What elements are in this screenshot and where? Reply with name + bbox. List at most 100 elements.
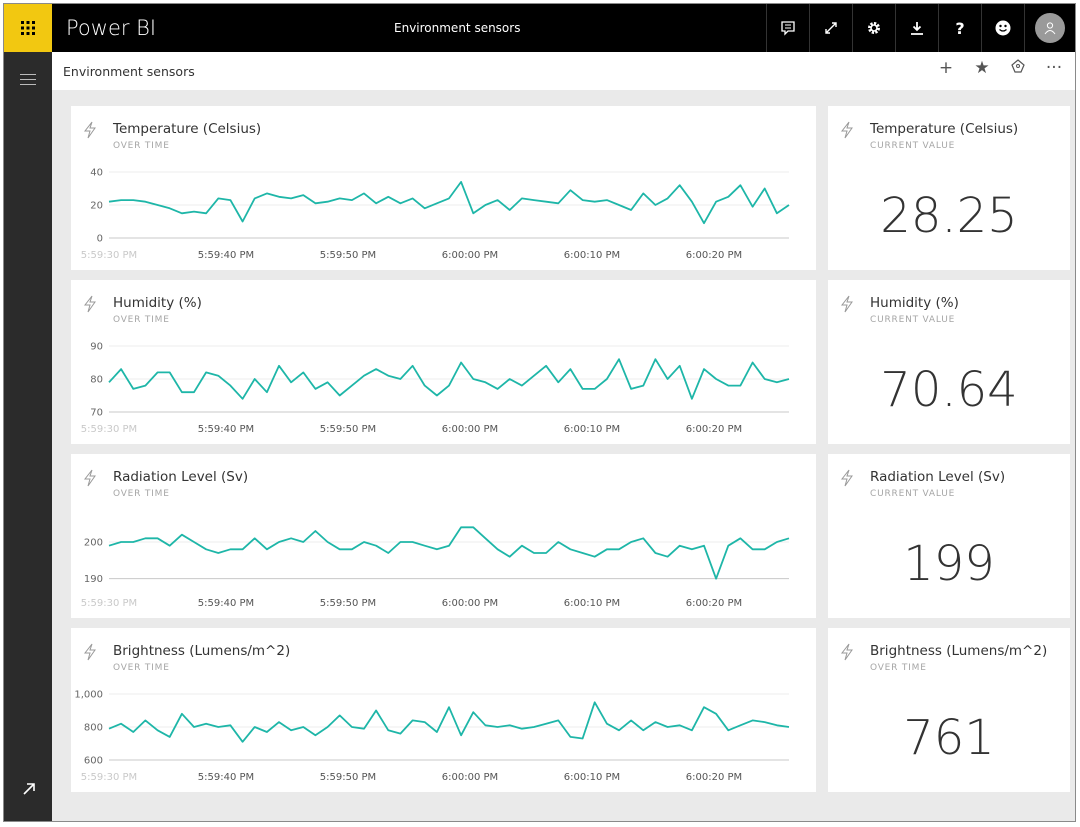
streaming-bolt-icon — [840, 643, 856, 661]
x-tick-label: 5:59:50 PM — [320, 772, 376, 783]
top-toolbar: ? — [766, 4, 1075, 52]
tile-subtitle: OVER TIME — [113, 141, 170, 151]
x-tick-label: 5:59:30 PM — [81, 250, 137, 261]
x-tick-label: 6:00:10 PM — [564, 772, 620, 783]
x-tick-label: 6:00:10 PM — [564, 250, 620, 261]
expand-arrow-icon[interactable] — [22, 782, 36, 801]
help-icon: ? — [955, 18, 965, 38]
kpi-tile[interactable]: Temperature (Celsius) CURRENT VALUE 28.25 — [828, 106, 1070, 270]
x-tick-label: 6:00:20 PM — [686, 424, 742, 435]
kpi-value: 761 — [903, 710, 995, 766]
add-tile-icon[interactable]: + — [938, 58, 954, 78]
dashboard-header: Environment sensors + ★ ··· — [52, 52, 1075, 90]
streaming-bolt-icon — [83, 121, 99, 139]
series-line — [108, 701, 790, 743]
streaming-bolt-icon — [840, 469, 856, 487]
x-tick-label: 6:00:00 PM — [442, 250, 498, 261]
share-icon[interactable] — [1007, 58, 1029, 79]
series-line — [108, 358, 790, 400]
gear-icon — [868, 22, 880, 34]
streaming-bolt-icon — [83, 643, 99, 661]
left-nav-rail — [4, 52, 52, 821]
y-tick-label: 0 — [97, 234, 103, 245]
x-tick-label: 6:00:00 PM — [442, 772, 498, 783]
x-tick-label: 6:00:10 PM — [564, 598, 620, 609]
favorite-star-icon[interactable]: ★ — [974, 58, 990, 78]
kpi-title: Brightness (Lumens/m^2) — [870, 643, 1048, 659]
tile-title: Brightness (Lumens/m^2) — [113, 643, 291, 659]
x-tick-label: 5:59:30 PM — [81, 598, 137, 609]
kpi-subtitle: OVER TIME — [870, 663, 927, 673]
kpi-tile[interactable]: Brightness (Lumens/m^2) OVER TIME 761 — [828, 628, 1070, 792]
y-tick-label: 200 — [84, 538, 103, 549]
y-tick-label: 80 — [90, 375, 103, 386]
comment-button[interactable] — [766, 4, 809, 52]
chart-tile[interactable]: Temperature (Celsius) OVER TIME 0 20 40 5:59:… — [71, 106, 816, 270]
x-tick-label: 5:59:40 PM — [198, 250, 254, 261]
tile-title: Radiation Level (Sv) — [113, 469, 249, 485]
line-chart: 600 800 1,000 5:59:30 PM 5:59:40 PM 5:59:50 P… — [74, 690, 790, 783]
fullscreen-button[interactable] — [809, 4, 852, 52]
line-chart: 190 200 5:59:30 PM 5:59:40 PM 5:59:50 PM 6:00… — [81, 526, 790, 609]
streaming-bolt-icon — [840, 121, 856, 139]
kpi-tile[interactable]: Humidity (%) CURRENT VALUE 70.64 — [828, 280, 1070, 444]
y-tick-label: 800 — [84, 723, 103, 734]
comment-icon — [781, 21, 795, 36]
tile-subtitle: OVER TIME — [113, 663, 170, 673]
kpi-subtitle: CURRENT VALUE — [870, 141, 956, 151]
hamburger-menu-icon[interactable] — [20, 74, 36, 85]
more-options-icon[interactable]: ··· — [1045, 58, 1063, 78]
page-title: Environment sensors — [394, 21, 521, 35]
kpi-value: 70.64 — [880, 362, 1018, 418]
kpi-value: 28.25 — [880, 188, 1018, 244]
x-tick-label: 6:00:00 PM — [442, 598, 498, 609]
y-tick-label: 600 — [84, 756, 103, 767]
line-chart: 0 20 40 5:59:30 PM 5:59:40 PM 5:59:50 PM 6:00:… — [81, 168, 790, 261]
x-tick-label: 6:00:20 PM — [686, 250, 742, 261]
streaming-bolt-icon — [83, 469, 99, 487]
x-tick-label: 5:59:40 PM — [198, 772, 254, 783]
download-icon — [911, 22, 923, 35]
line-chart: 70 80 90 5:59:30 PM 5:59:40 PM 5:59:50 PM 6:00… — [81, 342, 790, 435]
waffle-icon — [21, 21, 35, 35]
kpi-subtitle: CURRENT VALUE — [870, 315, 956, 325]
account-button[interactable] — [1024, 4, 1075, 52]
top-bar: Power BI Environment sensors ? — [4, 4, 1075, 52]
tile-title: Temperature (Celsius) — [113, 121, 262, 137]
kpi-subtitle: CURRENT VALUE — [870, 489, 956, 499]
streaming-bolt-icon — [840, 295, 856, 313]
y-tick-label: 1,000 — [74, 690, 103, 701]
x-tick-label: 5:59:40 PM — [198, 424, 254, 435]
chart-tile[interactable]: Radiation Level (Sv) OVER TIME 190 200 5:59:… — [71, 454, 816, 618]
chart-tile[interactable]: Brightness (Lumens/m^2) OVER TIME 600 800 1,… — [71, 628, 816, 792]
smiley-icon — [995, 20, 1011, 36]
series-line — [108, 526, 790, 580]
x-tick-label: 5:59:30 PM — [81, 424, 137, 435]
dashboard-actions: + ★ ··· — [935, 58, 1065, 79]
y-tick-label: 190 — [84, 574, 103, 585]
app-launcher-button[interactable] — [4, 4, 52, 52]
chart-tile[interactable]: Humidity (%) OVER TIME 70 80 90 5:59:30 PM 5:5… — [71, 280, 816, 444]
kpi-title: Temperature (Celsius) — [870, 121, 1019, 137]
x-tick-label: 5:59:50 PM — [320, 424, 376, 435]
kpi-title: Radiation Level (Sv) — [870, 469, 1006, 485]
help-button[interactable]: ? — [938, 4, 981, 52]
brand-logo-text[interactable]: Power BI — [66, 16, 157, 40]
feedback-button[interactable] — [981, 4, 1024, 52]
user-icon — [1044, 22, 1056, 35]
series-line — [108, 181, 790, 225]
download-button[interactable] — [895, 4, 938, 52]
x-tick-label: 5:59:40 PM — [198, 598, 254, 609]
tile-title: Humidity (%) — [113, 295, 202, 311]
settings-button[interactable] — [852, 4, 895, 52]
y-tick-label: 40 — [90, 168, 103, 179]
x-tick-label: 5:59:30 PM — [81, 772, 137, 783]
streaming-bolt-icon — [83, 295, 99, 313]
y-tick-label: 90 — [90, 342, 103, 353]
kpi-tile[interactable]: Radiation Level (Sv) CURRENT VALUE 199 — [828, 454, 1070, 618]
y-tick-label: 70 — [90, 408, 103, 419]
avatar — [1035, 13, 1065, 43]
fullscreen-icon — [825, 22, 837, 34]
x-tick-label: 5:59:50 PM — [320, 250, 376, 261]
x-tick-label: 6:00:00 PM — [442, 424, 498, 435]
